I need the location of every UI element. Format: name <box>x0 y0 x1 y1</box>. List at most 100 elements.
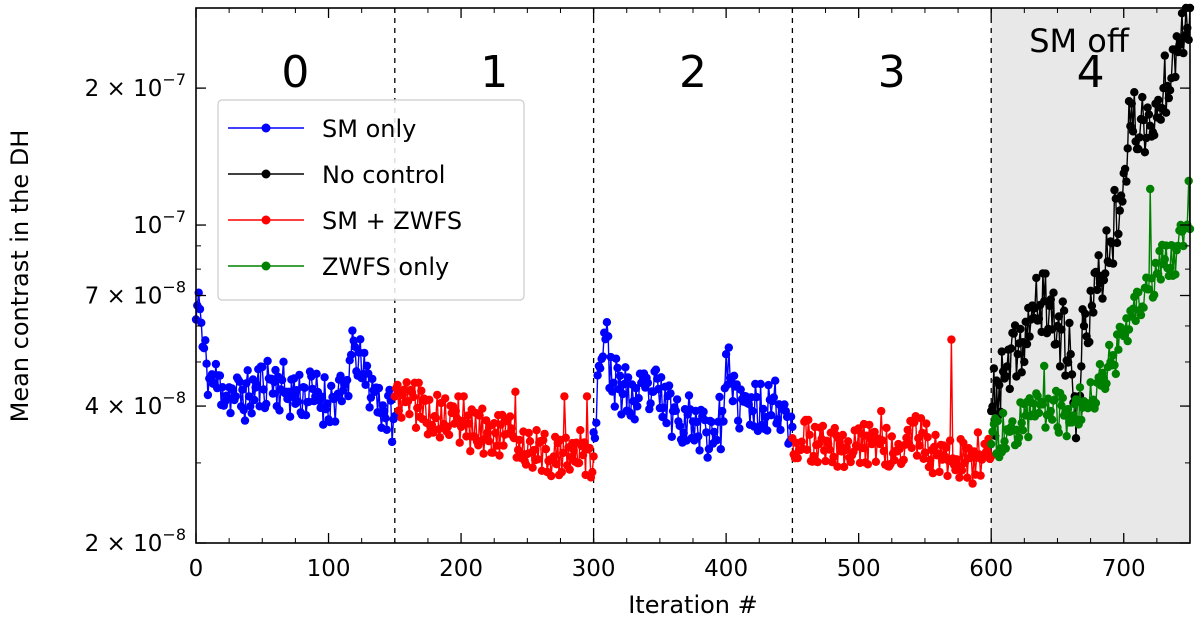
data-point-zwfs-only <box>1029 399 1038 408</box>
data-point-sm-zwfs <box>466 447 475 456</box>
y-tick-label: 4 × 10−8 <box>85 388 186 420</box>
data-point-sm-only <box>608 387 617 396</box>
data-point-sm-only <box>337 397 346 406</box>
data-point-zwfs-only <box>1046 406 1056 416</box>
phase-label: 0 <box>281 47 309 98</box>
data-point-sm-zwfs <box>802 445 812 454</box>
y-tick-exponent: −7 <box>162 207 186 226</box>
data-point-sm-zwfs <box>411 423 421 432</box>
data-point-zwfs-only <box>1014 433 1024 442</box>
legend: SM only No control SM + ZWFS ZWFS only <box>217 99 525 301</box>
data-point-sm-zwfs <box>529 445 539 455</box>
data-point-sm-zwfs <box>492 441 502 450</box>
data-point-zwfs-only <box>987 439 996 449</box>
x-tick-label: 200 <box>439 556 483 582</box>
data-point-sm-zwfs <box>558 448 568 458</box>
data-point-no-control <box>1171 72 1180 82</box>
legend-label-sm-zwfs: SM + ZWFS <box>322 207 462 235</box>
data-point-sm-only <box>592 418 601 427</box>
data-point-no-control <box>997 347 1006 356</box>
data-point-sm-zwfs <box>963 473 972 482</box>
data-point-sm-zwfs <box>976 471 985 480</box>
data-point-sm-zwfs <box>540 429 549 439</box>
data-point-zwfs-only <box>1114 345 1123 354</box>
data-point-sm-only <box>252 380 262 390</box>
data-point-sm-zwfs <box>928 469 938 478</box>
data-point-sm-only <box>275 406 284 415</box>
data-point-no-control <box>1034 314 1044 323</box>
data-point-sm-only <box>666 389 675 398</box>
data-point-sm-only <box>258 362 267 372</box>
data-point-sm-only <box>716 445 725 454</box>
phase-label: 3 <box>878 47 906 98</box>
x-tick-label: 0 <box>189 556 204 582</box>
data-point-sm-only <box>729 371 739 380</box>
data-point-sm-zwfs <box>839 462 849 472</box>
data-point-sm-only <box>710 427 719 437</box>
data-point-sm-only <box>385 385 394 395</box>
data-point-zwfs-only <box>1111 369 1121 379</box>
data-point-sm-zwfs <box>569 445 578 455</box>
y-tick-mantissa: 7 × 10 <box>85 284 163 310</box>
data-point-sm-zwfs <box>846 457 855 467</box>
data-point-sm-only <box>718 406 727 416</box>
data-point-sm-only <box>239 405 248 415</box>
data-point-sm-zwfs <box>934 449 943 458</box>
data-point-sm-zwfs <box>870 427 879 437</box>
data-point-sm-only <box>240 416 250 425</box>
y-tick-exponent: −7 <box>162 70 186 89</box>
data-point-sm-zwfs <box>887 432 896 441</box>
data-point-sm-only <box>719 417 728 426</box>
data-point-no-control <box>1115 206 1125 215</box>
data-point-no-control <box>1009 329 1018 338</box>
legend-marker-zwfs-only <box>261 261 271 271</box>
data-point-sm-only <box>235 377 244 386</box>
data-point-sm-only <box>226 408 235 418</box>
data-point-sm-only <box>659 403 668 412</box>
legend-box <box>217 99 525 301</box>
data-point-sm-zwfs <box>505 412 515 421</box>
data-point-sm-only <box>211 359 221 369</box>
data-point-zwfs-only <box>1128 304 1138 313</box>
data-point-sm-zwfs <box>431 413 441 423</box>
y-tick-exponent: −8 <box>162 525 186 544</box>
data-point-sm-zwfs <box>957 466 967 475</box>
data-point-no-control <box>1093 285 1102 295</box>
data-point-zwfs-only <box>1136 310 1146 320</box>
data-point-no-control <box>1154 95 1163 105</box>
data-point-sm-only <box>596 364 605 373</box>
data-point-sm-only <box>218 383 227 392</box>
data-point-sm-only <box>368 374 377 384</box>
data-point-sm-only <box>712 435 722 445</box>
data-point-sm-only <box>609 378 618 387</box>
data-point-sm-only <box>619 379 629 389</box>
data-point-sm-zwfs <box>589 452 598 461</box>
data-point-sm-zwfs <box>574 458 584 468</box>
data-point-sm-only <box>356 335 365 344</box>
data-point-sm-zwfs <box>858 443 867 453</box>
y-tick-label: 7 × 10−8 <box>85 278 186 310</box>
data-point-sm-zwfs <box>413 403 422 413</box>
data-point-sm-only <box>268 389 278 398</box>
data-point-sm-zwfs <box>478 404 487 413</box>
data-point-no-control <box>1138 92 1147 102</box>
data-point-sm-zwfs <box>804 415 813 425</box>
data-point-sm-zwfs <box>903 425 912 435</box>
data-point-no-control <box>995 380 1004 390</box>
data-point-sm-zwfs <box>552 460 561 469</box>
legend-label-zwfs-only: ZWFS only <box>322 253 449 281</box>
data-point-sm-only <box>387 437 397 447</box>
data-point-sm-only <box>197 318 206 327</box>
data-point-sm-only <box>623 373 633 382</box>
data-point-sm-zwfs <box>899 455 908 465</box>
data-point-no-control <box>1049 288 1058 297</box>
data-point-sm-only <box>646 399 655 408</box>
data-point-sm-only <box>300 383 309 392</box>
data-point-sm-only <box>336 371 345 380</box>
data-point-sm-only <box>643 378 653 388</box>
data-point-sm-only <box>613 363 622 373</box>
data-point-sm-zwfs <box>877 406 886 416</box>
data-point-zwfs-only <box>1086 378 1095 387</box>
data-point-sm-zwfs <box>582 392 592 401</box>
data-point-sm-zwfs <box>930 442 939 452</box>
